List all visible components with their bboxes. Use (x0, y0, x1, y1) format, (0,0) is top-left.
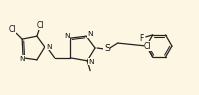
Text: Cl: Cl (144, 42, 151, 51)
Text: N: N (19, 56, 25, 62)
Text: N: N (64, 33, 69, 39)
Text: N: N (88, 59, 94, 65)
Text: N: N (87, 31, 93, 37)
Text: Cl: Cl (37, 21, 45, 30)
Text: Cl: Cl (9, 25, 16, 34)
Text: N: N (46, 44, 51, 50)
Text: F: F (140, 34, 144, 43)
Text: S: S (104, 44, 110, 53)
